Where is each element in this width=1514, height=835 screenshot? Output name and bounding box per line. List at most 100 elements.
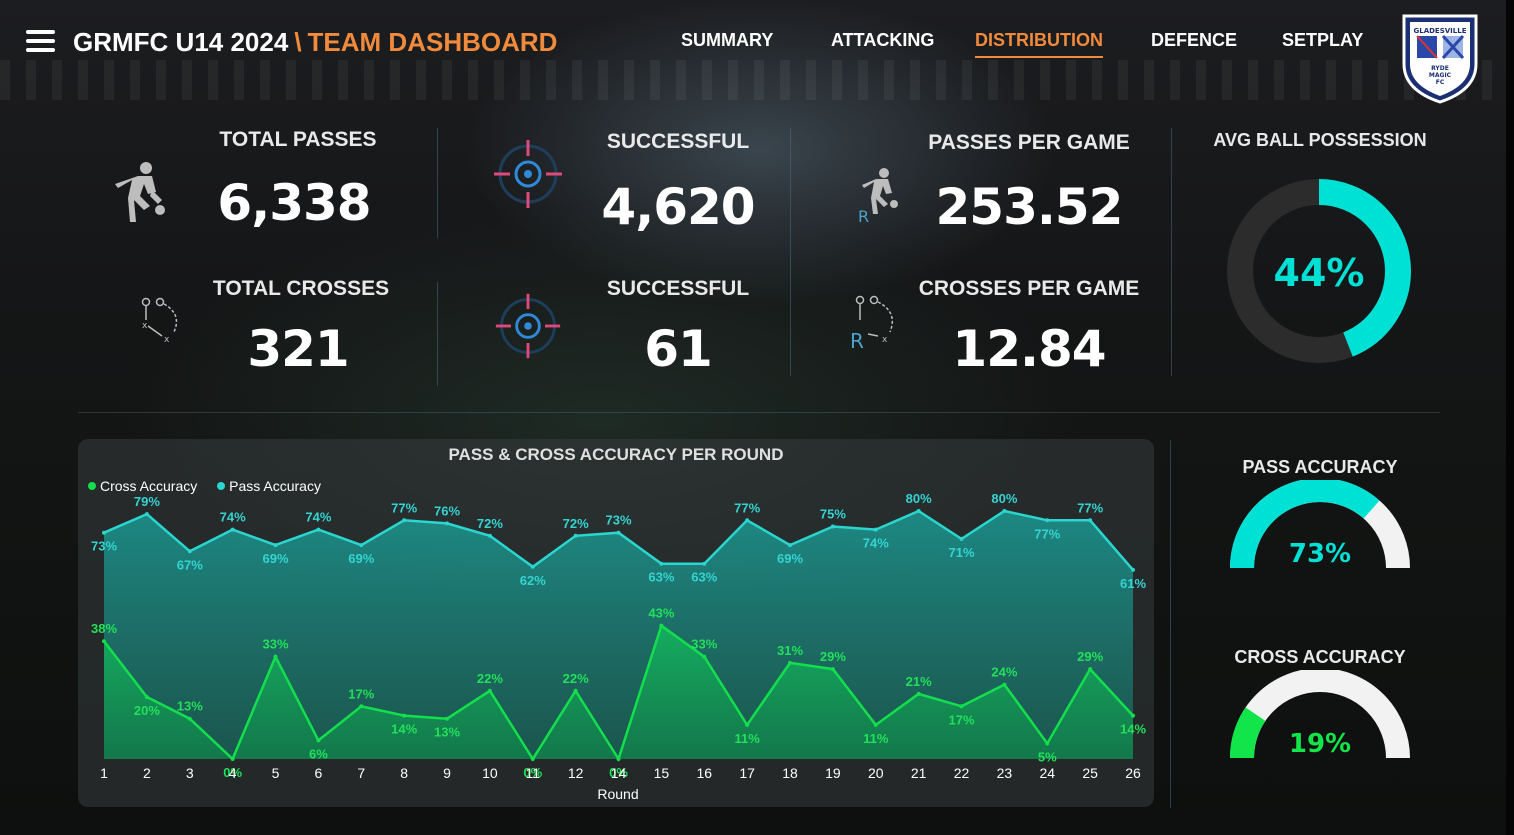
pass-accuracy-point[interactable] bbox=[273, 543, 278, 548]
kpi-divider bbox=[437, 128, 438, 238]
pass-accuracy-gauge[interactable]: 73% bbox=[1230, 480, 1410, 572]
possession-value: 44% bbox=[1274, 251, 1365, 295]
section-divider bbox=[78, 412, 1440, 413]
cross-accuracy-point[interactable] bbox=[788, 660, 792, 665]
pass-accuracy-point[interactable] bbox=[916, 509, 921, 513]
successful-crosses-label: SUCCESSFUL bbox=[606, 277, 750, 300]
pass-accuracy-data-label: 74% bbox=[220, 510, 246, 525]
cross-accuracy-point[interactable] bbox=[659, 623, 664, 628]
accuracy-chart[interactable]: 73%79%67%74%69%74%69%77% 76%72%62%72% 73%6… bbox=[78, 439, 1154, 807]
total-passes-label: TOTAL PASSES bbox=[219, 128, 377, 151]
target-icon bbox=[494, 140, 562, 208]
pass-accuracy-point[interactable] bbox=[402, 518, 407, 523]
hamburger-menu-icon[interactable] bbox=[26, 30, 55, 52]
pass-accuracy-point[interactable] bbox=[102, 530, 106, 535]
cross-accuracy-point[interactable] bbox=[1002, 682, 1007, 687]
svg-text:x: x bbox=[142, 321, 148, 331]
pass-accuracy-point[interactable] bbox=[1045, 518, 1050, 523]
cross-accuracy-point[interactable] bbox=[959, 704, 964, 709]
cross-accuracy-point[interactable] bbox=[102, 639, 106, 644]
cross-accuracy-point[interactable] bbox=[573, 688, 578, 693]
cross-accuracy-point[interactable] bbox=[745, 722, 750, 727]
cross-accuracy-point[interactable] bbox=[273, 654, 278, 659]
pass-accuracy-point[interactable] bbox=[230, 527, 235, 532]
pass-accuracy-data-label: 74% bbox=[863, 536, 889, 551]
nav-defence[interactable]: DEFENCE bbox=[1151, 30, 1238, 50]
legend-item-pass[interactable]: Pass Accuracy bbox=[217, 478, 329, 494]
pass-accuracy-point[interactable] bbox=[1088, 518, 1093, 523]
pass-accuracy-point[interactable] bbox=[1131, 567, 1135, 572]
cross-accuracy-point[interactable] bbox=[1131, 713, 1135, 718]
pass-accuracy-point[interactable] bbox=[616, 530, 621, 535]
nav-summary[interactable]: SUMMARY bbox=[681, 30, 774, 50]
cross-accuracy-data-label: 6% bbox=[309, 746, 328, 761]
pass-accuracy-data-label: 69% bbox=[777, 551, 803, 566]
dashboard-name: TEAM DASHBOARD bbox=[307, 27, 558, 57]
pass-accuracy-point[interactable] bbox=[530, 564, 535, 569]
side-divider bbox=[1170, 440, 1171, 808]
pass-accuracy-data-label: 72% bbox=[477, 516, 503, 531]
cross-accuracy-point[interactable] bbox=[144, 695, 149, 699]
cross-accuracy-gauge[interactable]: 19% bbox=[1230, 670, 1410, 762]
pass-accuracy-point[interactable] bbox=[573, 533, 578, 538]
cross-accuracy-data-label: 0% bbox=[223, 765, 242, 780]
nav-attacking[interactable]: ATTACKING bbox=[831, 30, 935, 50]
possession-label: AVG BALL POSSESSION bbox=[1213, 130, 1427, 150]
pass-accuracy-point[interactable] bbox=[788, 543, 792, 548]
pass-accuracy-point[interactable] bbox=[745, 518, 750, 523]
pass-accuracy-point[interactable] bbox=[187, 549, 192, 554]
logo-text-club: GLADESVILLE bbox=[1414, 27, 1467, 35]
pass-accuracy-point[interactable] bbox=[873, 527, 878, 532]
pass-accuracy-data-label: 61% bbox=[1120, 576, 1146, 591]
pass-accuracy-point[interactable] bbox=[1002, 509, 1007, 513]
cross-accuracy-point[interactable] bbox=[445, 716, 449, 721]
cross-accuracy-point[interactable] bbox=[316, 738, 321, 743]
target-icon-crosses bbox=[495, 293, 561, 359]
cross-accuracy-point[interactable] bbox=[530, 757, 535, 761]
pass-accuracy-data-label: 75% bbox=[820, 507, 846, 522]
x-tick-label: 15 bbox=[654, 765, 670, 781]
pass-accuracy-data-label: 79% bbox=[134, 494, 160, 509]
x-tick-label: 7 bbox=[357, 765, 365, 781]
cross-accuracy-point[interactable] bbox=[1045, 741, 1050, 746]
cross-accuracy-point[interactable] bbox=[402, 713, 407, 718]
svg-text:x: x bbox=[882, 335, 888, 345]
cross-accuracy-point[interactable] bbox=[873, 722, 878, 727]
svg-text:R: R bbox=[850, 329, 864, 350]
cross-accuracy-point[interactable] bbox=[702, 654, 707, 659]
pass-accuracy-point[interactable] bbox=[659, 561, 664, 566]
x-tick-label: 21 bbox=[911, 765, 927, 781]
cross-accuracy-point[interactable] bbox=[187, 716, 192, 721]
club-logo[interactable]: GLADESVILLE RYDE MAGIC FC bbox=[1400, 12, 1480, 104]
cross-accuracy-data-label: 24% bbox=[991, 665, 1017, 680]
nav-setplay[interactable]: SETPLAY bbox=[1282, 30, 1364, 50]
logo-text-fc: FC bbox=[1436, 79, 1445, 86]
nav-distribution[interactable]: DISTRIBUTION bbox=[975, 30, 1103, 58]
cross-accuracy-data-label: 33% bbox=[262, 637, 288, 652]
cross-accuracy-point[interactable] bbox=[359, 704, 364, 709]
pass-accuracy-point[interactable] bbox=[830, 524, 835, 529]
possession-donut[interactable]: 44% bbox=[1226, 178, 1412, 364]
pass-accuracy-point[interactable] bbox=[702, 561, 707, 566]
x-tick-label: 25 bbox=[1082, 765, 1098, 781]
pass-accuracy-point[interactable] bbox=[359, 543, 364, 548]
cross-accuracy-point[interactable] bbox=[830, 667, 835, 672]
x-tick-label: 14 bbox=[611, 765, 627, 781]
pass-accuracy-point[interactable] bbox=[144, 512, 149, 517]
pass-accuracy-point[interactable] bbox=[445, 521, 449, 526]
cross-accuracy-data-label: 11% bbox=[734, 731, 760, 746]
cross-accuracy-point[interactable] bbox=[1088, 667, 1093, 672]
cross-accuracy-data-label: 20% bbox=[134, 703, 160, 718]
cross-accuracy-point[interactable] bbox=[916, 691, 921, 696]
cross-accuracy-point[interactable] bbox=[616, 757, 621, 761]
cross-accuracy-point[interactable] bbox=[230, 757, 235, 761]
legend-item-cross[interactable]: Cross Accuracy bbox=[88, 478, 205, 494]
cross-accuracy-data-label: 29% bbox=[1077, 649, 1103, 664]
cross-accuracy-point[interactable] bbox=[487, 688, 492, 693]
pass-accuracy-point[interactable] bbox=[959, 536, 964, 541]
successful-passes-value: 4,620 bbox=[601, 178, 755, 236]
pass-accuracy-point[interactable] bbox=[316, 527, 321, 532]
pass-accuracy-value: 73% bbox=[1289, 539, 1351, 569]
x-axis-label: Round bbox=[597, 786, 638, 802]
pass-accuracy-point[interactable] bbox=[487, 533, 492, 538]
